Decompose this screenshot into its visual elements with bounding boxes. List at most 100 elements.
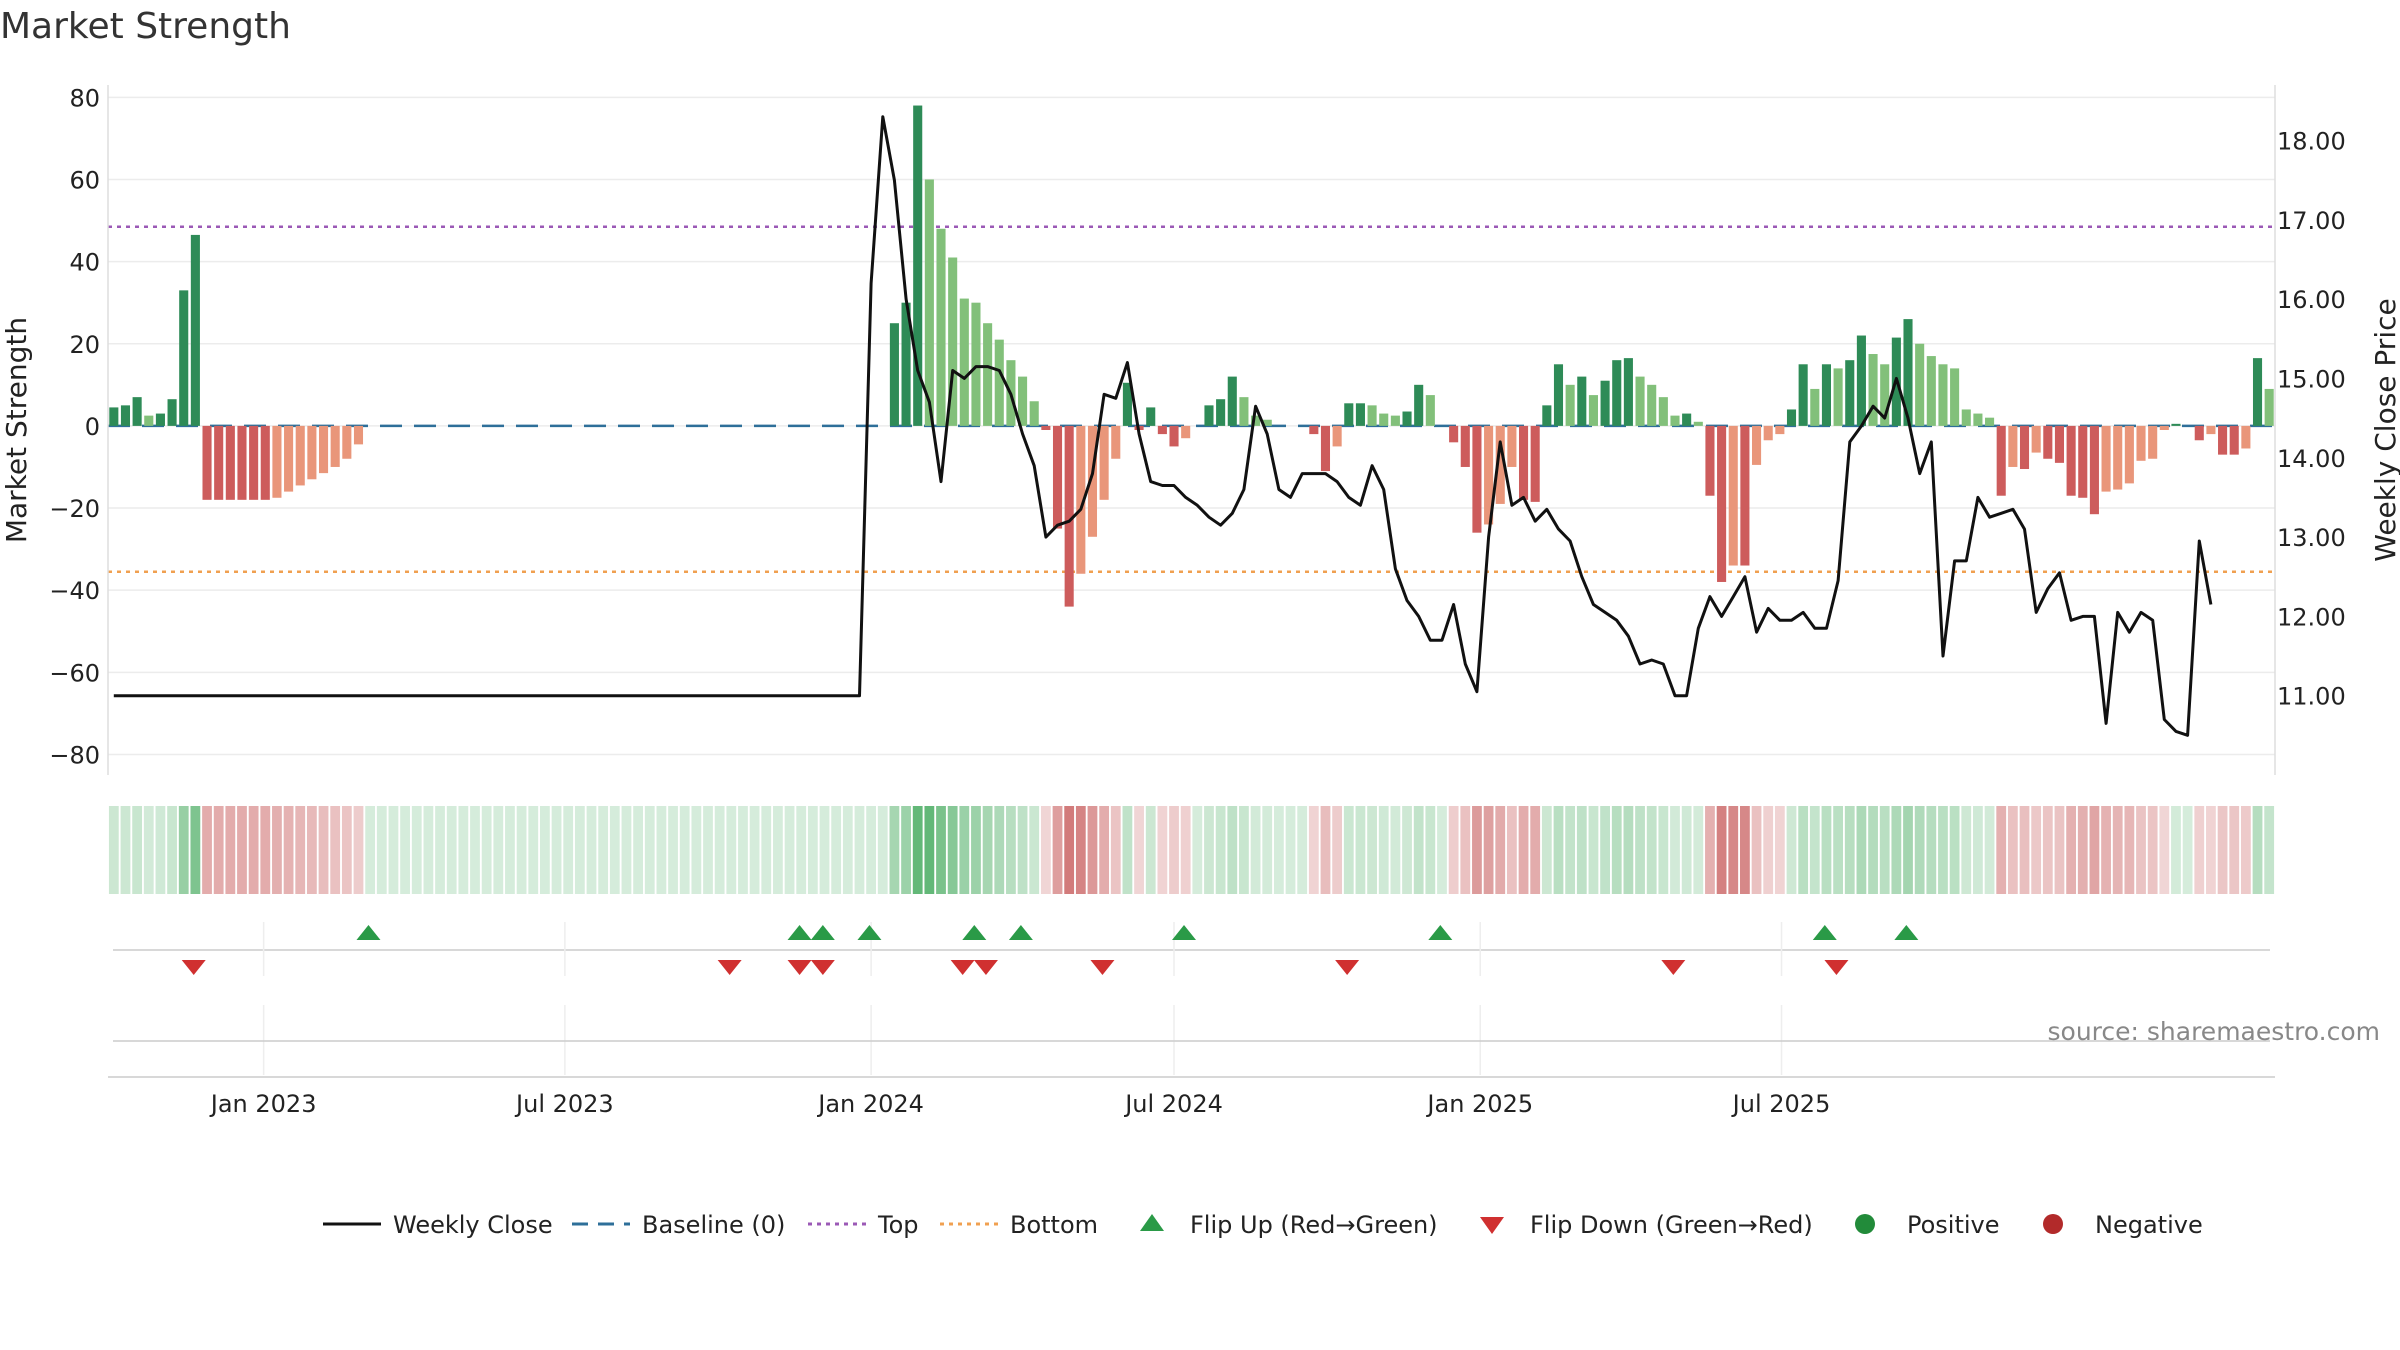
regime-cell-52: [714, 806, 725, 894]
strength-bar-131: [1635, 376, 1645, 426]
regime-cell-138: [1716, 806, 1727, 894]
strength-bar-4: [155, 413, 165, 426]
regime-cell-81: [1052, 806, 1063, 894]
flip-up-marker-8: [1812, 925, 1837, 940]
strength-bar-163: [2008, 425, 2018, 467]
strength-bar-87: [1122, 382, 1132, 426]
legend-swatch-5: [1480, 1217, 1504, 1234]
regime-cell-114: [1437, 806, 1447, 894]
regime-cell-111: [1402, 806, 1412, 894]
strength-bar-146: [1810, 388, 1820, 426]
strength-bar-7: [190, 234, 200, 426]
flip-markers: [113, 922, 2270, 976]
strength-bar-180: [2206, 425, 2216, 435]
regime-cell-47: [656, 806, 667, 894]
flip-down-marker-7: [1335, 960, 1360, 975]
regime-cell-173: [2124, 806, 2135, 894]
regime-cell-156: [1926, 806, 1937, 894]
regime-cell-54: [738, 806, 748, 894]
strength-bar-136: [1693, 421, 1703, 426]
y2-tick-label-7: 11.00: [2277, 683, 2346, 711]
regime-cell-133: [1658, 806, 1669, 894]
legend-item-6: Positive: [1855, 1211, 2000, 1239]
regime-cell-118: [1483, 806, 1494, 894]
strength-bar-13: [260, 425, 270, 500]
y-tick-label-8: −80: [49, 741, 100, 769]
strength-bar-176: [2159, 425, 2169, 430]
regime-cell-116: [1460, 806, 1471, 894]
regime-cell-159: [1961, 806, 1972, 894]
x-tick-label-3: Jul 2024: [1123, 1090, 1223, 1118]
strength-bar-21: [353, 425, 364, 445]
y2-tick-label-3: 15.00: [2277, 365, 2346, 393]
strength-bar-118: [1484, 425, 1494, 525]
regime-cell-183: [2240, 806, 2251, 894]
strength-bar-174: [2136, 425, 2146, 461]
regime-cell-100: [1273, 806, 1284, 894]
regime-cell-92: [1180, 806, 1191, 894]
regime-cell-24: [388, 806, 399, 894]
strength-bar-83: [1076, 425, 1086, 574]
strength-bar-117: [1472, 425, 1482, 533]
strength-bar-16: [295, 425, 305, 486]
x-tick-label-1: Jul 2023: [514, 1090, 614, 1118]
strength-bar-12: [249, 425, 259, 500]
strength-bar-86: [1111, 425, 1121, 459]
strength-bar-119: [1495, 425, 1505, 504]
strength-bar-127: [1588, 395, 1598, 426]
flip-up-marker-3: [857, 925, 882, 940]
legend-item-3: Bottom: [940, 1211, 1098, 1239]
strength-bar-151: [1868, 354, 1878, 426]
regime-cell-15: [283, 806, 294, 894]
strength-bar-112: [1414, 384, 1424, 426]
y-tick-label-3: 20: [69, 331, 100, 359]
regime-cell-74: [971, 806, 981, 894]
y2-tick-label-5: 13.00: [2277, 524, 2346, 552]
regime-cell-154: [1903, 806, 1913, 894]
y2-axis-title: Weekly Close Price: [2369, 298, 2400, 561]
y-tick-label-1: 60: [69, 166, 100, 194]
strength-bar-125: [1565, 384, 1575, 426]
legend-item-0: Weekly Close: [323, 1211, 553, 1239]
strength-bar-75: [983, 323, 993, 426]
regime-cell-28: [435, 806, 445, 894]
strength-bar-165: [2031, 425, 2041, 453]
strength-bar-1: [120, 405, 131, 426]
regime-strip: [108, 806, 2275, 894]
y-tick-label-0: 80: [69, 84, 100, 112]
strength-bar-82: [1064, 425, 1074, 607]
regime-cell-83: [1075, 806, 1086, 894]
strength-bar-10: [225, 425, 235, 500]
regime-cell-139: [1728, 806, 1739, 894]
weekly-close-line: [113, 115, 2213, 737]
regime-cell-131: [1635, 806, 1645, 894]
axes: 80 60 40 20 0 −20 −40 −60 −80 18.00 17.00 16.00 15.0…: [0, 84, 2400, 775]
regime-cell-135: [1681, 806, 1692, 894]
regime-cell-22: [365, 806, 376, 894]
strength-bar-17: [307, 425, 317, 480]
regime-cell-93: [1192, 806, 1203, 894]
strength-bar-137: [1705, 425, 1715, 496]
regime-cell-67: [889, 806, 900, 894]
strength-bar-145: [1798, 364, 1808, 426]
regime-cell-41: [586, 806, 597, 894]
regime-cell-91: [1169, 806, 1179, 894]
strength-bar-167: [2054, 425, 2065, 463]
regime-cell-85: [1099, 806, 1110, 894]
regime-cell-146: [1809, 806, 1820, 894]
regime-cell-149: [1844, 806, 1855, 894]
regime-cell-7: [190, 806, 201, 894]
strength-bar-159: [1961, 409, 1971, 426]
legend-label-3: Bottom: [1010, 1211, 1098, 1239]
regime-cell-132: [1646, 806, 1657, 894]
regime-cell-48: [668, 806, 678, 894]
regime-cell-143: [1774, 806, 1785, 894]
y2-tick-label-1: 17.00: [2277, 207, 2346, 235]
legend-item-5: Flip Down (Green→Red): [1480, 1211, 1813, 1239]
flip-down-marker-5: [973, 960, 998, 975]
strength-bar-73: [959, 298, 969, 426]
regime-cell-38: [551, 806, 562, 894]
regime-cell-97: [1239, 806, 1249, 894]
regime-cell-73: [959, 806, 970, 894]
regime-cell-64: [854, 806, 865, 894]
